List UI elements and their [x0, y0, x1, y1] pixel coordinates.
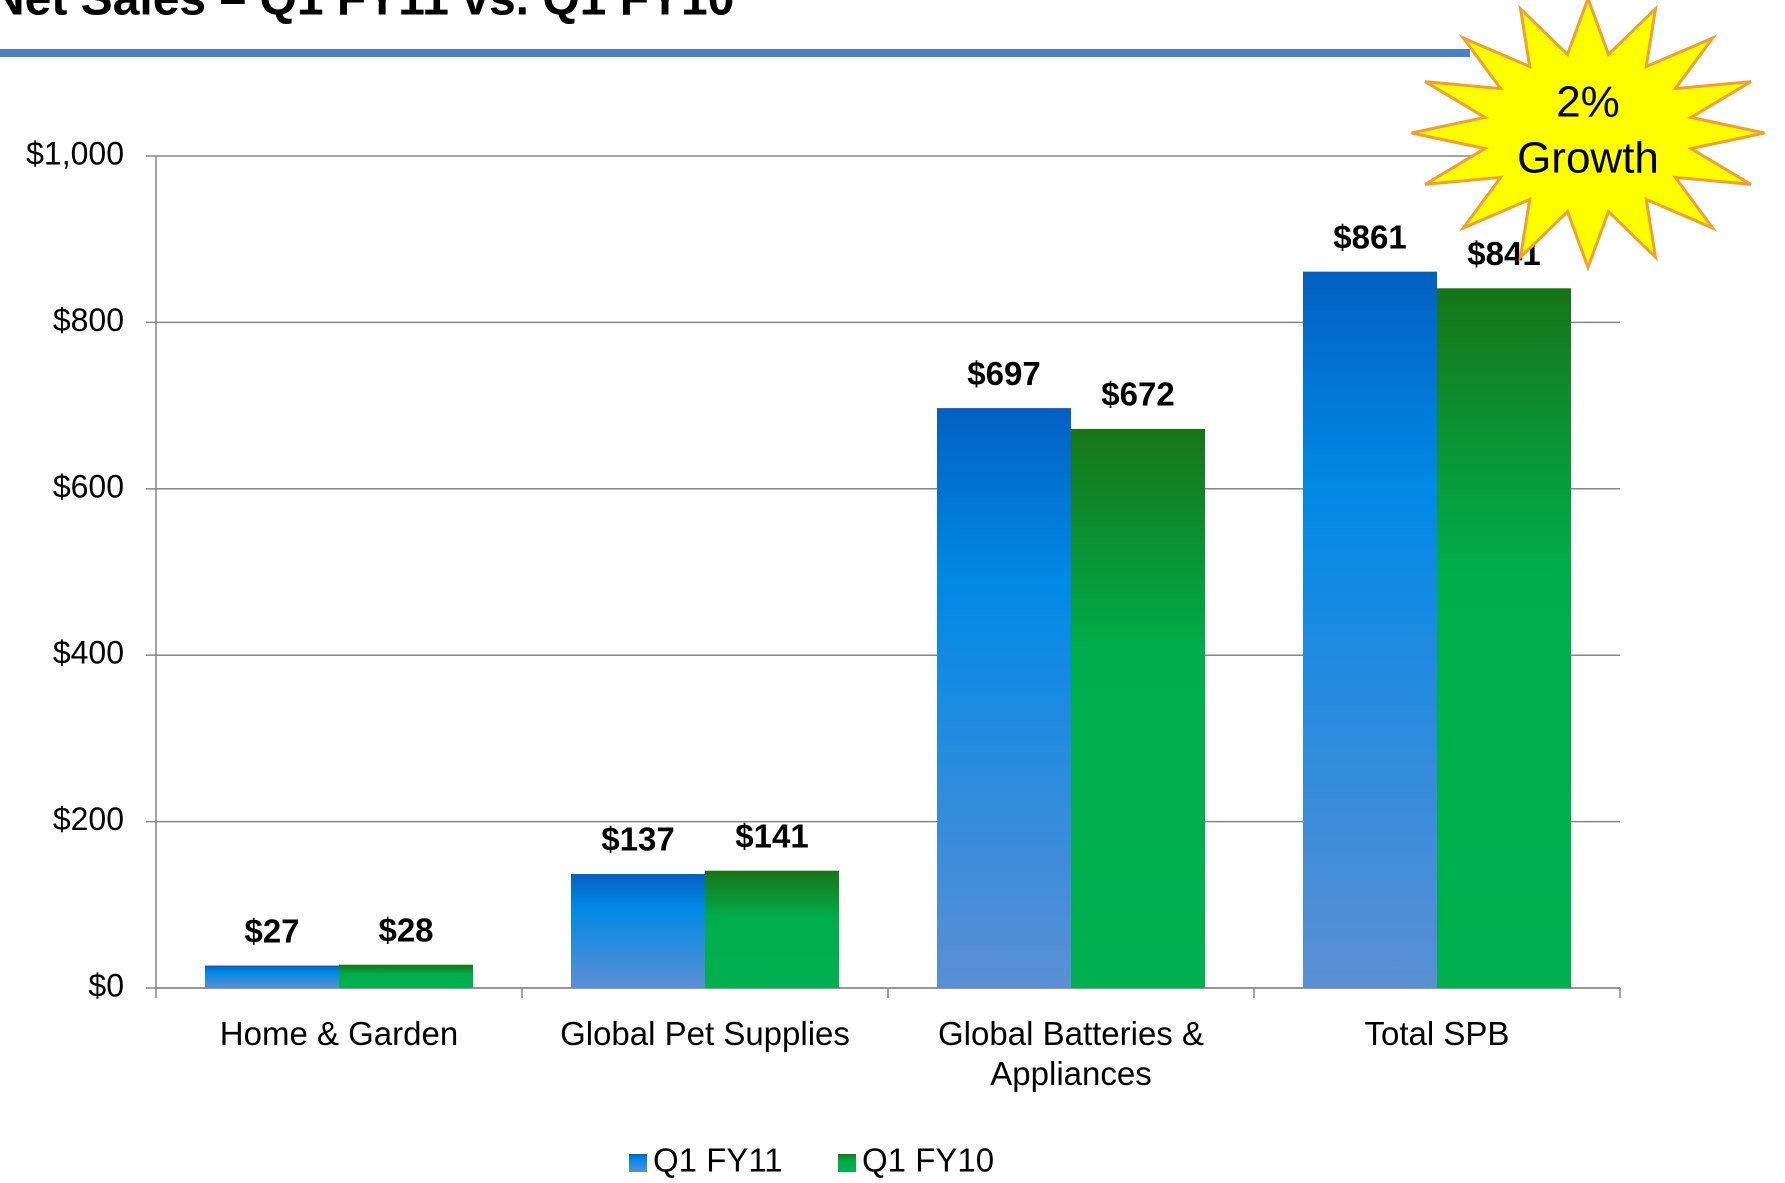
annotation: Growth [1517, 134, 1659, 183]
bar [937, 408, 1071, 988]
legend-label: Q1 FY11 [653, 1142, 783, 1179]
bar [705, 870, 839, 988]
y-tick-label: $400 [53, 635, 124, 671]
y-tick-label: $1,000 [26, 135, 124, 171]
bar [1071, 428, 1205, 988]
data-label: $27 [244, 912, 299, 949]
title-rule [0, 49, 1470, 57]
starburst [1411, 0, 1765, 272]
bar [1303, 271, 1437, 988]
bar [571, 874, 705, 988]
y-tick-label: $200 [53, 801, 124, 837]
y-tick-label: $600 [53, 468, 124, 504]
x-tick-label: Total SPB [1364, 1015, 1510, 1052]
bar [205, 965, 339, 988]
legend-swatch [629, 1154, 647, 1172]
y-tick-label: $0 [88, 967, 124, 1003]
data-label: $861 [1333, 218, 1406, 255]
annotation: 2% [1556, 78, 1620, 127]
bar [1437, 288, 1571, 989]
legend-swatch [838, 1154, 856, 1172]
x-tick-label: Global Batteries & Appliances [938, 1015, 1204, 1092]
data-label: $672 [1101, 376, 1174, 413]
data-label: $697 [967, 355, 1040, 392]
bar [339, 964, 473, 988]
x-tick-label: Global Pet Supplies [560, 1015, 850, 1052]
x-tick-label: Home & Garden [219, 1015, 459, 1052]
data-label: $137 [601, 821, 674, 858]
y-tick-label: $800 [53, 302, 124, 338]
legend-label: Q1 FY10 [862, 1142, 994, 1179]
chart-title: Net Sales – Q1 FY11 vs. Q1 FY10 [0, 0, 734, 26]
data-label: $28 [378, 911, 433, 948]
data-label: $141 [735, 817, 808, 854]
